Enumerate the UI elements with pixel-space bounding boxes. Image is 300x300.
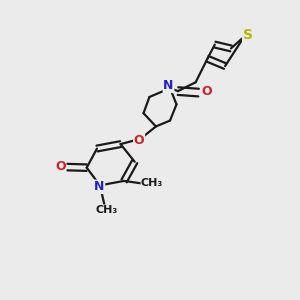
Text: CH₃: CH₃ xyxy=(141,178,163,188)
Text: O: O xyxy=(55,160,66,173)
Text: O: O xyxy=(202,85,212,98)
Text: N: N xyxy=(164,79,174,92)
Text: O: O xyxy=(134,134,144,147)
Text: S: S xyxy=(243,28,253,42)
Text: N: N xyxy=(94,180,104,193)
Text: CH₃: CH₃ xyxy=(96,205,118,215)
